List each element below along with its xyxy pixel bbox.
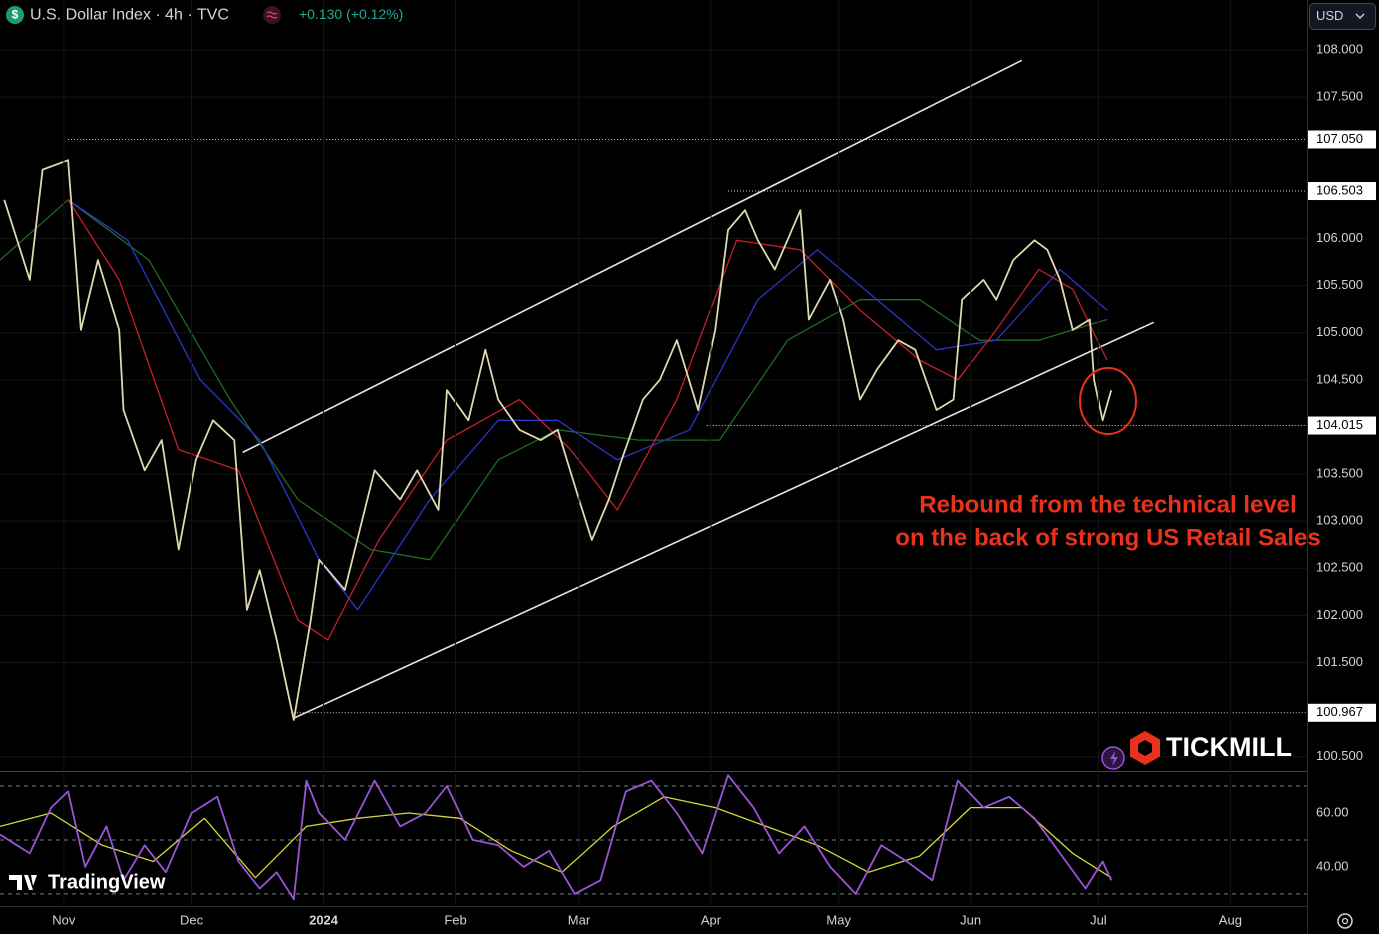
annotation: Rebound from the technical level xyxy=(919,491,1296,518)
y-tick-label: 104.500 xyxy=(1316,371,1363,386)
level-label-box xyxy=(1308,703,1376,722)
indicator-icon-glyph xyxy=(266,11,278,19)
x-tick-label: Jun xyxy=(960,912,981,927)
x-tick-label: Nov xyxy=(52,912,76,927)
x-tick-label: Dec xyxy=(180,912,204,927)
x-tick-label: Mar xyxy=(568,912,591,927)
level-label-box xyxy=(1308,416,1376,435)
series-line xyxy=(67,199,1108,641)
settings-icon[interactable] xyxy=(1337,913,1353,929)
y-tick-label: 107.500 xyxy=(1316,89,1363,104)
tradingview-logo: TradingView xyxy=(48,871,166,893)
y-tick-label: 101.500 xyxy=(1316,654,1363,669)
replay-icon-glyph xyxy=(1110,751,1118,766)
price-change: +0.130 (+0.12%) xyxy=(299,6,403,22)
level-label: 106.503 xyxy=(1316,182,1363,197)
trendline xyxy=(242,59,1023,454)
currency-label: USD xyxy=(1316,8,1343,23)
y-tick-label: 40.00 xyxy=(1316,858,1349,873)
level-label-box xyxy=(1308,130,1376,149)
tradingview-icon xyxy=(9,875,37,890)
symbol-icon xyxy=(6,6,24,24)
x-tick-label: Jul xyxy=(1090,912,1107,927)
x-tick-label: 2024 xyxy=(309,912,339,927)
y-tick-label: 103.500 xyxy=(1316,466,1363,481)
annotation: on the back of strong US Retail Sales xyxy=(895,524,1320,551)
x-tick-label: May xyxy=(826,912,851,927)
level-label-box xyxy=(1308,182,1376,201)
y-tick-label: 60.00 xyxy=(1316,804,1349,819)
level-label: 100.967 xyxy=(1316,704,1363,719)
select-chevron xyxy=(1355,13,1365,19)
broker-logo-hole xyxy=(1138,740,1152,756)
indicator-icon xyxy=(263,6,281,24)
y-tick-label: 102.000 xyxy=(1316,607,1363,622)
y-tick-label: 105.500 xyxy=(1316,277,1363,292)
x-tick-label: Aug xyxy=(1219,912,1242,927)
currency-select[interactable] xyxy=(1309,3,1376,30)
y-tick-label: 106.000 xyxy=(1316,230,1363,245)
level-label: 104.015 xyxy=(1316,417,1363,432)
x-tick-label: Feb xyxy=(444,912,466,927)
y-tick-label: 108.000 xyxy=(1316,41,1363,56)
y-tick-label: 100.500 xyxy=(1316,748,1363,763)
settings-icon-center xyxy=(1341,917,1349,925)
level-label: 107.050 xyxy=(1316,131,1363,146)
symbol-title[interactable]: U.S. Dollar Index · 4h · TVC xyxy=(30,7,229,24)
symbol-icon-text: $ xyxy=(12,8,19,22)
series-line xyxy=(0,774,1113,901)
x-tick-label: Apr xyxy=(701,912,722,927)
y-tick-label: 105.000 xyxy=(1316,324,1363,339)
trendline xyxy=(293,321,1155,719)
series-line xyxy=(67,199,1108,611)
broker-logo: TICKMILL xyxy=(1166,732,1292,762)
y-tick-label: 103.000 xyxy=(1316,513,1363,528)
series-line xyxy=(3,159,1113,721)
highlight-circle xyxy=(1079,367,1137,435)
y-tick-label: 102.500 xyxy=(1316,560,1363,575)
